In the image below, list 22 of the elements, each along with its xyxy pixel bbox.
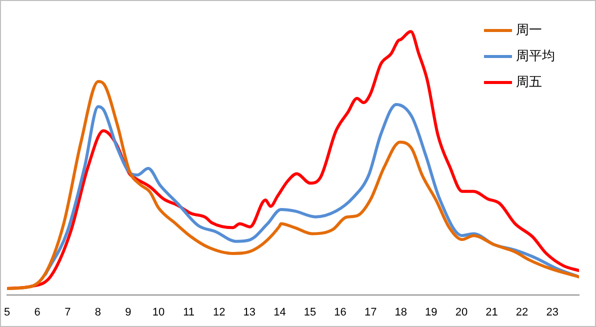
x-tick-label: 12 [212,306,226,318]
legend-label: 周一 [516,22,542,39]
x-tick-label: 11 [183,306,195,318]
x-tick-label: 22 [516,306,528,318]
x-tick-label: 6 [34,306,40,318]
x-tick-label: 16 [334,306,346,318]
x-tick-label: 9 [125,306,132,318]
x-tick-label: 17 [364,306,377,318]
x-tick-label: 8 [94,306,101,318]
legend-label: 周平均 [516,48,555,65]
x-tick-label: 7 [64,306,71,318]
x-tick-label: 19 [425,306,438,318]
x-tick-label: 14 [274,306,286,318]
x-tick-label: 23 [546,306,558,318]
x-tick-label: 18 [394,306,407,318]
x-tick-label: 13 [243,306,256,318]
x-tick-label: 5 [4,306,10,318]
legend-label: 周五 [516,74,542,91]
x-tick-label: 21 [486,306,498,318]
x-tick-label: 10 [152,306,165,318]
x-tick-label: 15 [304,306,316,318]
x-tick-label: 20 [455,306,468,318]
